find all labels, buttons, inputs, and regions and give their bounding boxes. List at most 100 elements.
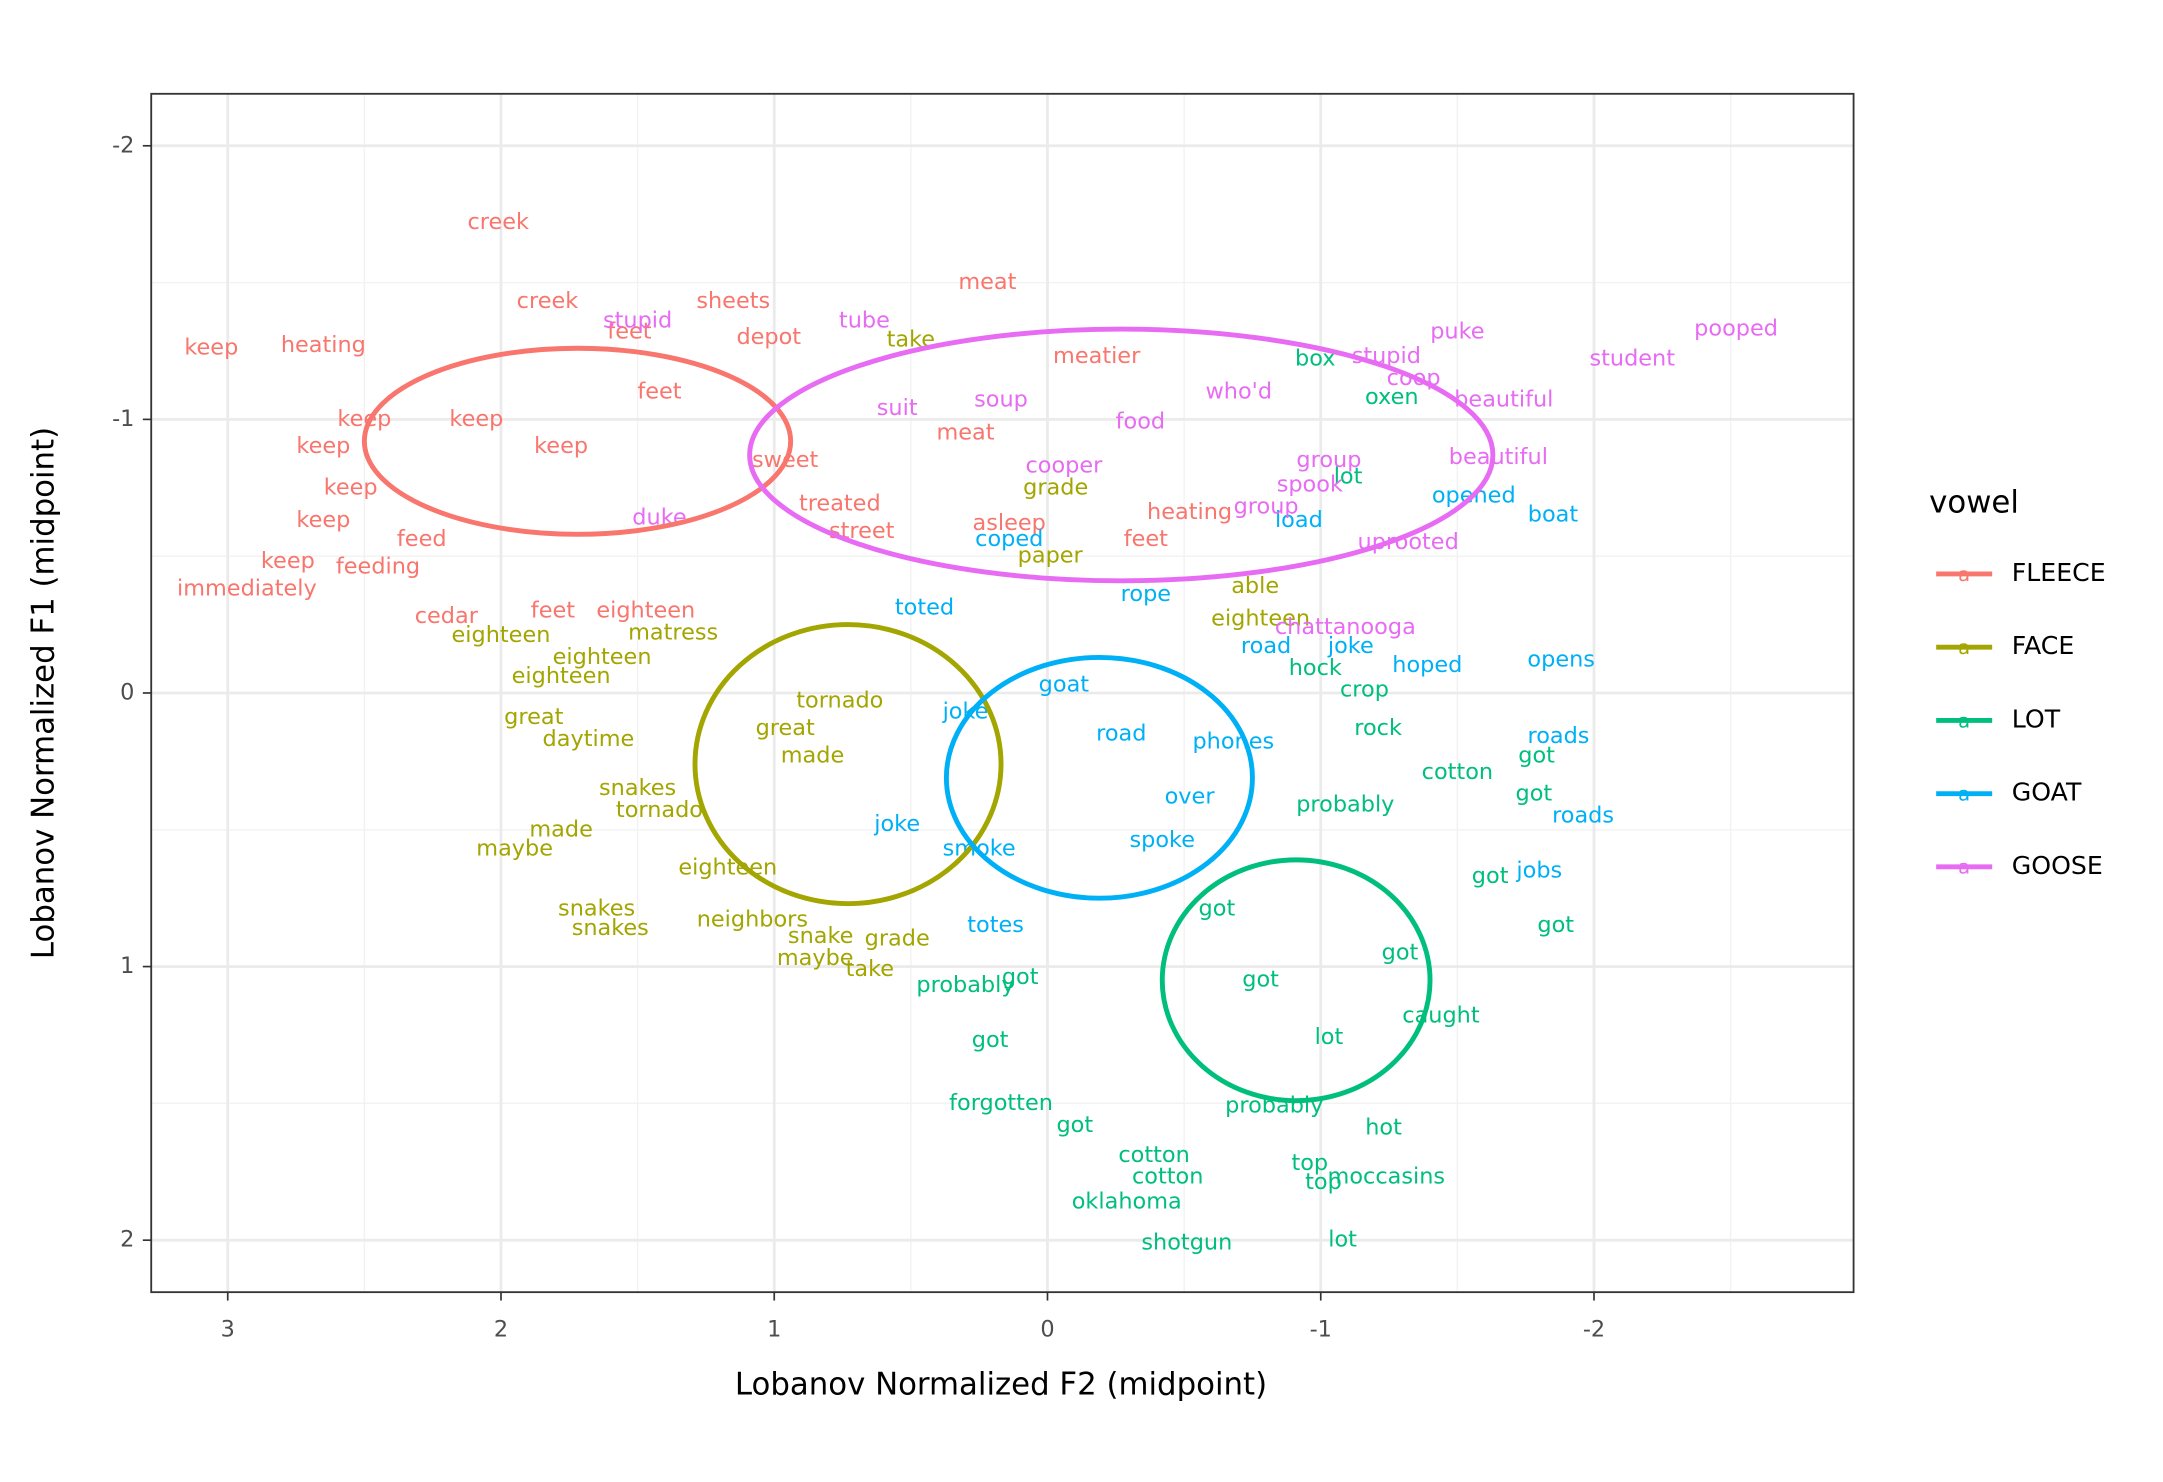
word-point: great	[756, 715, 815, 741]
word-point: grade	[865, 926, 930, 952]
confidence-ellipse	[361, 345, 794, 537]
word-point: student	[1589, 346, 1675, 372]
word-point: got	[1537, 912, 1574, 938]
word-point: asleep	[973, 510, 1046, 536]
x-tick-label: 3	[221, 1316, 235, 1342]
word-point: got	[1472, 863, 1509, 889]
word-point: keep	[324, 474, 378, 500]
word-point: neighbors	[697, 907, 808, 933]
word-point: keep	[534, 433, 588, 459]
word-point: snakes	[599, 775, 676, 801]
word-point: got	[1382, 939, 1419, 965]
word-point: heating	[1147, 499, 1232, 525]
x-tick-label: 2	[494, 1316, 508, 1342]
word-point: eighteen	[596, 597, 695, 623]
word-point: puke	[1430, 318, 1484, 344]
confidence-ellipse	[747, 326, 1496, 584]
word-point: maybe	[777, 945, 854, 971]
word-point: stupid	[603, 307, 672, 333]
word-point: take	[846, 956, 894, 982]
marks: creek creek sheets meat feet depot keep heating…	[177, 209, 1778, 1256]
word-point: oklahoma	[1072, 1188, 1182, 1214]
word-point: joke	[1327, 633, 1374, 659]
confidence-ellipse	[1159, 857, 1433, 1104]
word-point: jobs	[1515, 857, 1562, 883]
x-axis-title: Lobanov Normalized F2 (midpoint)	[735, 1366, 1267, 1402]
word-point: feet	[1124, 526, 1168, 552]
word-point: got	[1002, 964, 1039, 990]
word-point: caught	[1402, 1002, 1480, 1028]
word-point: chattanooga	[1275, 614, 1416, 640]
word-point: meat	[936, 420, 994, 446]
word-point: totes	[967, 912, 1024, 938]
x-tick-label: -2	[1583, 1316, 1605, 1342]
word-point: snakes	[572, 915, 649, 941]
word-point: probably	[1225, 1093, 1323, 1119]
x-tick-label: -1	[1310, 1316, 1332, 1342]
word-point: cooper	[1025, 452, 1103, 478]
word-point: got	[1516, 781, 1553, 807]
y-tick-label: 0	[120, 679, 134, 705]
word-point: grade	[1023, 474, 1088, 500]
word-point: toted	[895, 595, 954, 621]
word-point: boat	[1528, 502, 1579, 528]
confidence-ellipse	[943, 654, 1255, 901]
word-point: eighteen	[452, 622, 551, 648]
word-point: hot	[1365, 1115, 1402, 1141]
x-tick-label: 0	[1040, 1316, 1054, 1342]
word-point: shotgun	[1141, 1229, 1232, 1255]
legend-glyph: a	[1958, 709, 1970, 732]
word-point: eighteen	[512, 663, 611, 689]
word-point: creek	[517, 288, 579, 314]
word-point: group	[1234, 493, 1299, 519]
confidence-ellipse	[692, 622, 1004, 907]
legend-glyph: a	[1958, 856, 1970, 879]
y-tick-label: 2	[120, 1227, 134, 1253]
word-point: great	[504, 704, 563, 730]
word-point: made	[781, 742, 844, 768]
word-point: phones	[1192, 729, 1274, 755]
word-point: hock	[1289, 655, 1342, 681]
word-point: moccasins	[1328, 1164, 1446, 1190]
legend-glyph: a	[1958, 636, 1970, 659]
word-point: rope	[1121, 581, 1171, 607]
word-point: keep	[296, 507, 350, 533]
word-point: load	[1275, 507, 1323, 533]
word-point: meatier	[1053, 343, 1141, 369]
word-point: probably	[916, 972, 1014, 998]
word-point: tube	[839, 307, 890, 333]
legend-label: LOT	[2012, 704, 2061, 733]
word-point: feet	[607, 318, 651, 344]
word-point: group	[1296, 447, 1361, 473]
word-point: keep	[261, 548, 315, 574]
word-point: eighteen	[1211, 606, 1310, 632]
word-point: got	[1242, 967, 1279, 993]
legend-glyph: a	[1958, 563, 1970, 586]
word-point: joke	[873, 811, 920, 837]
word-point: eighteen	[553, 644, 652, 670]
word-point: suit	[877, 395, 918, 421]
word-point: food	[1116, 409, 1165, 435]
word-point: feet	[637, 379, 681, 405]
legend-title: vowel	[1929, 484, 2019, 520]
word-point: street	[829, 518, 895, 544]
word-point: got	[972, 1027, 1009, 1053]
word-point: daytime	[543, 726, 635, 752]
word-point: road	[1241, 633, 1291, 659]
legend: a FLEECE a FACE a LOT a GOAT a GOOSE	[1931, 550, 2106, 891]
grid	[151, 93, 1854, 1293]
axes: 3 2 1 0 -1 -2 2 1 0 -1 -2	[112, 132, 1605, 1342]
word-point: got	[1199, 896, 1236, 922]
word-point: got	[1518, 742, 1555, 768]
word-point: over	[1165, 783, 1216, 809]
word-point: feet	[531, 597, 575, 623]
y-tick-label: -1	[112, 406, 134, 432]
y-axis-title: Lobanov Normalized F1 (midpoint)	[25, 427, 61, 959]
word-point: spoke	[1130, 827, 1195, 853]
word-point: able	[1231, 573, 1279, 599]
legend-label: FLEECE	[2012, 558, 2106, 587]
word-point: beautiful	[1454, 387, 1553, 413]
word-point: pooped	[1694, 316, 1778, 342]
word-point: cotton	[1422, 759, 1493, 785]
word-point: roads	[1527, 723, 1589, 749]
